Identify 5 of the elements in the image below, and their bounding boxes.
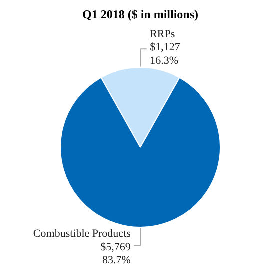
data-label: $5,769 83.7%	[100, 241, 132, 266]
chart-title: Q1 2018 ($ in millions)	[82, 8, 199, 22]
slice-label: RRPs	[150, 28, 176, 40]
slice-label: Combustible Products	[33, 228, 131, 240]
data-label: $1,127 16.3%	[150, 42, 181, 67]
